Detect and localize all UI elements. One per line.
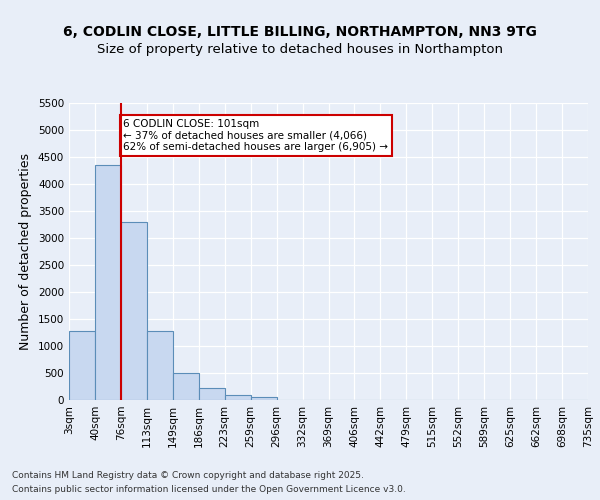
Bar bbox=[173, 373, 199, 400]
Bar bbox=[69, 332, 95, 400]
Text: Contains public sector information licensed under the Open Government Licence v3: Contains public sector information licen… bbox=[12, 484, 406, 494]
Bar bbox=[121, 222, 147, 400]
Bar bbox=[251, 397, 277, 400]
Bar bbox=[95, 164, 121, 400]
Bar bbox=[199, 388, 224, 400]
Text: 6 CODLIN CLOSE: 101sqm
← 37% of detached houses are smaller (4,066)
62% of semi-: 6 CODLIN CLOSE: 101sqm ← 37% of detached… bbox=[124, 118, 388, 152]
Bar bbox=[225, 396, 251, 400]
Bar bbox=[147, 331, 173, 400]
Y-axis label: Number of detached properties: Number of detached properties bbox=[19, 153, 32, 350]
Text: Contains HM Land Registry data © Crown copyright and database right 2025.: Contains HM Land Registry data © Crown c… bbox=[12, 472, 364, 480]
Text: 6, CODLIN CLOSE, LITTLE BILLING, NORTHAMPTON, NN3 9TG: 6, CODLIN CLOSE, LITTLE BILLING, NORTHAM… bbox=[63, 26, 537, 40]
Text: Size of property relative to detached houses in Northampton: Size of property relative to detached ho… bbox=[97, 44, 503, 57]
